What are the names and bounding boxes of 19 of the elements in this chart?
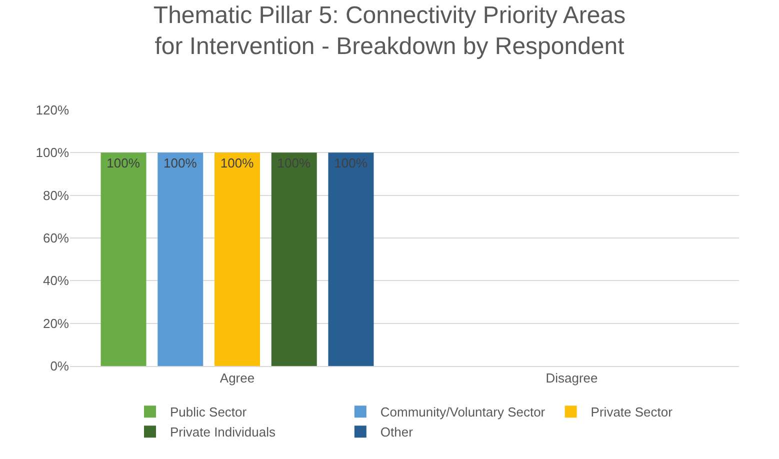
data-label: 100% <box>334 156 368 171</box>
legend-label: Private Sector <box>590 404 674 420</box>
y-tick-label: 40% <box>42 273 70 288</box>
y-tick-label: 120% <box>36 102 70 118</box>
chart-title: Thematic Pillar 5: Connectivity Priority Areas for Intervention - Breakdown by Respondent <box>153 2 626 60</box>
x-tick-label: Agree <box>220 370 255 386</box>
legend-label: Other <box>380 424 414 440</box>
y-tick-label: 100% <box>36 145 70 160</box>
data-label: 100% <box>164 156 198 171</box>
y-tick-label: 0% <box>50 358 70 374</box>
data-label: 100% <box>106 156 140 171</box>
legend-label: Community/Voluntary Sector <box>380 404 546 420</box>
legend-label: Private Individuals <box>170 424 276 440</box>
y-tick-label: 80% <box>42 188 70 203</box>
legend-label: Public Sector <box>170 404 248 420</box>
x-tick-label: Disagree <box>546 370 598 386</box>
data-label: 100% <box>220 156 254 171</box>
y-tick-label: 60% <box>42 230 70 246</box>
y-tick-label: 20% <box>42 316 70 331</box>
